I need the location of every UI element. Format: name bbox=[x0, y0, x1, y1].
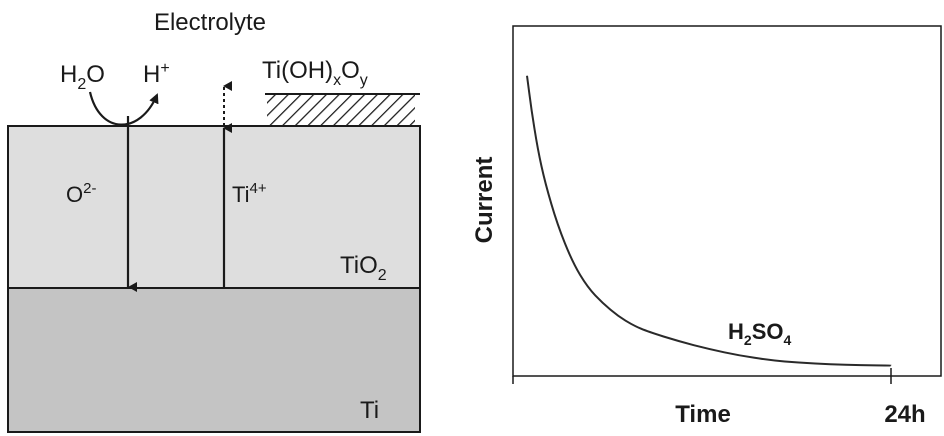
anodization-diagram: Electrolyte H2O H+ Ti(OH)xOy O2- T bbox=[7, 9, 421, 433]
tio2-label: TiO2 bbox=[340, 252, 387, 284]
electrolyte-label: Electrolyte bbox=[154, 9, 266, 36]
current-decay-curve bbox=[526, 75, 892, 367]
chart-frame bbox=[512, 25, 942, 377]
proton-label: H+ bbox=[143, 60, 170, 88]
hydroxide-label: Ti(OH)xOy bbox=[262, 57, 368, 89]
current-time-chart: Current Time 24h H2SO4 bbox=[471, 25, 942, 428]
oxide-ion-label: O2- bbox=[66, 180, 96, 207]
x-axis-label: Time bbox=[675, 401, 731, 428]
hydroxide-deposit-hatch bbox=[267, 95, 415, 126]
ti-metal-layer bbox=[7, 287, 421, 433]
chart-ticks bbox=[512, 368, 892, 384]
y-axis-label: Current bbox=[471, 157, 498, 244]
series-annotation-h2so4: H2SO4 bbox=[728, 319, 791, 348]
ti-label: Ti bbox=[360, 397, 379, 424]
water-dissociation-arrow bbox=[88, 91, 159, 126]
titanium-ion-label: Ti4+ bbox=[232, 180, 267, 207]
water-label: H2O bbox=[60, 61, 105, 93]
x-end-tick-label: 24h bbox=[884, 401, 925, 428]
